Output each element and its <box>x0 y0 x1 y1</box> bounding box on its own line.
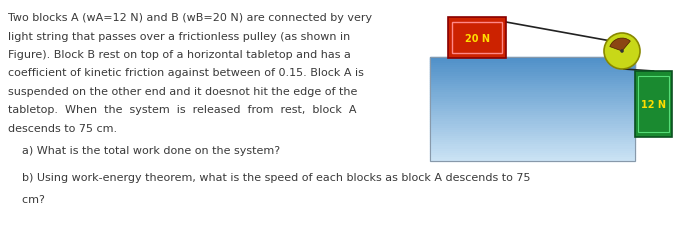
Bar <box>430 122 635 124</box>
Bar <box>430 66 635 68</box>
Bar <box>452 23 502 54</box>
Bar <box>430 64 635 66</box>
Text: Two blocks A (wA=12 N) and B (wB=20 N) are connected by very: Two blocks A (wA=12 N) and B (wB=20 N) a… <box>8 13 372 23</box>
Bar <box>448 18 506 59</box>
Text: cm?: cm? <box>8 195 45 204</box>
Bar <box>430 139 635 141</box>
Bar <box>430 99 635 101</box>
Bar <box>430 159 635 161</box>
Bar <box>430 76 635 79</box>
Circle shape <box>620 50 624 54</box>
Text: 12 N: 12 N <box>641 100 666 109</box>
Bar <box>430 95 635 97</box>
Bar <box>430 68 635 70</box>
Bar <box>430 85 635 87</box>
Text: Figure). Block B rest on top of a horizontal tabletop and has a: Figure). Block B rest on top of a horizo… <box>8 50 351 60</box>
Bar <box>430 120 635 122</box>
Bar <box>430 130 635 132</box>
Bar <box>430 157 635 159</box>
Bar <box>430 107 635 109</box>
Text: suspended on the other end and it doesnot hit the edge of the: suspended on the other end and it doesno… <box>8 87 357 97</box>
Text: light string that passes over a frictionless pulley (as shown in: light string that passes over a friction… <box>8 31 350 41</box>
Text: tabletop.  When  the  system  is  released  from  rest,  block  A: tabletop. When the system is released fr… <box>8 105 357 115</box>
Bar <box>430 155 635 157</box>
Text: 20 N: 20 N <box>464 33 489 43</box>
Bar <box>430 105 635 107</box>
Bar <box>430 103 635 105</box>
Bar <box>638 77 669 132</box>
Bar <box>430 132 635 134</box>
Bar <box>430 62 635 64</box>
Bar <box>430 89 635 91</box>
Wedge shape <box>610 39 630 52</box>
Bar <box>430 97 635 99</box>
Bar <box>430 126 635 128</box>
Bar <box>430 83 635 85</box>
Bar <box>430 114 635 116</box>
Bar <box>430 149 635 151</box>
Bar <box>430 60 635 62</box>
Bar <box>430 58 635 60</box>
Bar <box>430 143 635 145</box>
Bar <box>430 147 635 149</box>
Bar <box>430 93 635 95</box>
Bar <box>430 112 635 114</box>
Bar <box>430 58 635 161</box>
Bar <box>430 91 635 93</box>
Bar <box>430 134 635 136</box>
Bar <box>430 72 635 74</box>
Bar <box>430 145 635 147</box>
Bar <box>430 81 635 83</box>
Bar <box>430 153 635 155</box>
Bar <box>430 109 635 112</box>
Text: a) What is the total work done on the system?: a) What is the total work done on the sy… <box>8 146 280 156</box>
Bar <box>430 74 635 76</box>
Bar <box>430 79 635 81</box>
Bar <box>430 87 635 89</box>
Bar <box>430 118 635 120</box>
Bar <box>430 136 635 139</box>
Circle shape <box>604 34 640 70</box>
Text: descends to 75 cm.: descends to 75 cm. <box>8 123 117 134</box>
Bar <box>430 141 635 143</box>
Bar <box>430 124 635 126</box>
Bar <box>430 128 635 130</box>
Bar <box>430 116 635 118</box>
Text: b) Using work-energy theorem, what is the speed of each blocks as block A descen: b) Using work-energy theorem, what is th… <box>8 172 531 182</box>
Bar <box>430 101 635 103</box>
Bar <box>430 70 635 72</box>
Text: coefficient of kinetic friction against between of 0.15. Block A is: coefficient of kinetic friction against … <box>8 68 364 78</box>
Bar <box>635 72 672 137</box>
Bar <box>430 151 635 153</box>
